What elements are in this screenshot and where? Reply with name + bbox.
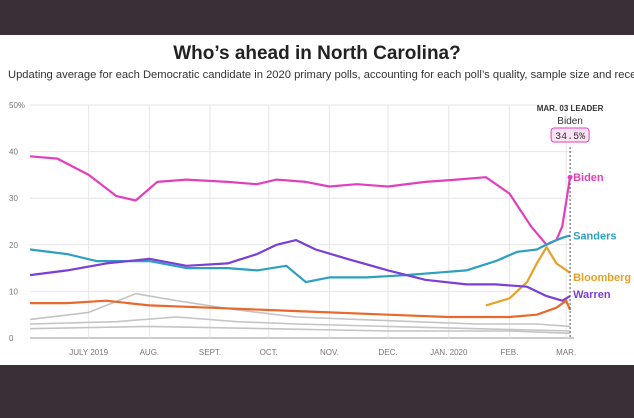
biden-line	[29, 155, 572, 246]
series-lines	[29, 155, 572, 335]
y-tick-label: 50%	[9, 101, 25, 110]
x-tick-label: JULY 2019	[69, 348, 108, 357]
leader-value: 34.5%	[555, 132, 585, 143]
x-tick-label: JAN. 2020	[430, 348, 468, 357]
chart-card: Who’s ahead in North Carolina? Updating …	[0, 35, 634, 365]
y-tick-label: 30	[9, 194, 18, 203]
series-end-labels: Biden Sanders Bloomberg Warren	[573, 172, 631, 301]
other-candidate-line	[29, 316, 571, 332]
y-tick-label: 10	[9, 287, 18, 296]
y-tick-label: 0	[9, 334, 14, 343]
bloomberg-label: Bloomberg	[573, 272, 631, 284]
biden-label: Biden	[573, 172, 604, 184]
other-candidate-line	[29, 292, 571, 328]
x-tick-label: AUG.	[140, 348, 160, 357]
grid-lines	[30, 104, 574, 339]
sanders-label: Sanders	[573, 230, 616, 242]
leader-heading: MAR. 03 LEADER	[537, 104, 604, 113]
chart-subtitle: Updating average for each Democratic can…	[8, 69, 634, 81]
y-tick-label: 20	[9, 241, 18, 250]
bloomberg-line	[485, 246, 571, 307]
y-axis-tick-labels: 0 10 20 30 40 50%	[9, 101, 25, 343]
x-tick-label: FEB.	[501, 348, 519, 357]
x-tick-label: MAR.	[556, 348, 576, 357]
y-tick-label: 40	[9, 148, 18, 157]
x-axis-tick-labels: JULY 2019 AUG. SEPT. OCT. NOV. DEC. JAN. 2020 F…	[69, 348, 576, 357]
leader-value-box	[550, 127, 590, 143]
x-tick-label: OCT.	[260, 348, 278, 357]
warren-label: Warren	[573, 289, 611, 301]
other-candidate-line	[29, 325, 571, 335]
chart-title: Who’s ahead in North Carolina?	[173, 43, 461, 64]
biden-end-point	[567, 174, 573, 180]
leader-callout: MAR. 03 LEADER Biden 34.5%	[537, 104, 604, 338]
x-tick-label: DEC.	[379, 348, 398, 357]
x-tick-label: SEPT.	[199, 348, 221, 357]
buttigieg-line	[30, 299, 572, 319]
x-tick-label: NOV.	[320, 348, 339, 357]
sanders-line	[29, 234, 571, 284]
leader-name: Biden	[557, 116, 583, 127]
warren-line	[29, 239, 571, 302]
